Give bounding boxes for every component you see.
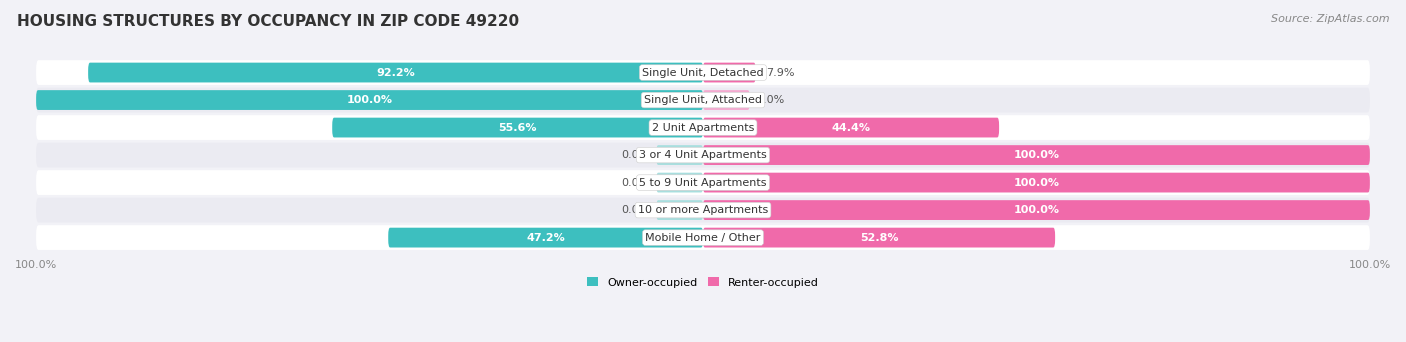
FancyBboxPatch shape xyxy=(703,63,755,82)
Text: Single Unit, Attached: Single Unit, Attached xyxy=(644,95,762,105)
Text: 92.2%: 92.2% xyxy=(377,68,415,78)
FancyBboxPatch shape xyxy=(703,228,1054,248)
Text: 100.0%: 100.0% xyxy=(1014,205,1060,215)
Text: 7.9%: 7.9% xyxy=(766,68,794,78)
Text: Single Unit, Detached: Single Unit, Detached xyxy=(643,68,763,78)
FancyBboxPatch shape xyxy=(388,228,703,248)
FancyBboxPatch shape xyxy=(37,60,1369,85)
Text: 10 or more Apartments: 10 or more Apartments xyxy=(638,205,768,215)
FancyBboxPatch shape xyxy=(37,170,1369,195)
FancyBboxPatch shape xyxy=(657,200,703,220)
FancyBboxPatch shape xyxy=(657,145,703,165)
Legend: Owner-occupied, Renter-occupied: Owner-occupied, Renter-occupied xyxy=(582,273,824,292)
FancyBboxPatch shape xyxy=(703,118,1000,137)
FancyBboxPatch shape xyxy=(37,143,1369,168)
FancyBboxPatch shape xyxy=(37,225,1369,250)
Text: 0.0%: 0.0% xyxy=(756,95,785,105)
Text: Source: ZipAtlas.com: Source: ZipAtlas.com xyxy=(1271,14,1389,24)
FancyBboxPatch shape xyxy=(703,200,1369,220)
FancyBboxPatch shape xyxy=(703,145,1369,165)
Text: 52.8%: 52.8% xyxy=(860,233,898,242)
FancyBboxPatch shape xyxy=(37,88,1369,113)
FancyBboxPatch shape xyxy=(703,173,1369,193)
Text: 0.0%: 0.0% xyxy=(621,205,650,215)
FancyBboxPatch shape xyxy=(89,63,703,82)
FancyBboxPatch shape xyxy=(37,90,703,110)
FancyBboxPatch shape xyxy=(37,198,1369,222)
Text: 100.0%: 100.0% xyxy=(346,95,392,105)
Text: 5 to 9 Unit Apartments: 5 to 9 Unit Apartments xyxy=(640,177,766,187)
Text: 47.2%: 47.2% xyxy=(526,233,565,242)
Text: 2 Unit Apartments: 2 Unit Apartments xyxy=(652,122,754,133)
Text: 3 or 4 Unit Apartments: 3 or 4 Unit Apartments xyxy=(640,150,766,160)
FancyBboxPatch shape xyxy=(332,118,703,137)
FancyBboxPatch shape xyxy=(37,115,1369,140)
FancyBboxPatch shape xyxy=(657,173,703,193)
FancyBboxPatch shape xyxy=(703,90,749,110)
Text: 100.0%: 100.0% xyxy=(1014,177,1060,187)
Text: 100.0%: 100.0% xyxy=(1014,150,1060,160)
Text: Mobile Home / Other: Mobile Home / Other xyxy=(645,233,761,242)
Text: HOUSING STRUCTURES BY OCCUPANCY IN ZIP CODE 49220: HOUSING STRUCTURES BY OCCUPANCY IN ZIP C… xyxy=(17,14,519,29)
Text: 44.4%: 44.4% xyxy=(831,122,870,133)
Text: 0.0%: 0.0% xyxy=(621,150,650,160)
Text: 55.6%: 55.6% xyxy=(498,122,537,133)
Text: 0.0%: 0.0% xyxy=(621,177,650,187)
